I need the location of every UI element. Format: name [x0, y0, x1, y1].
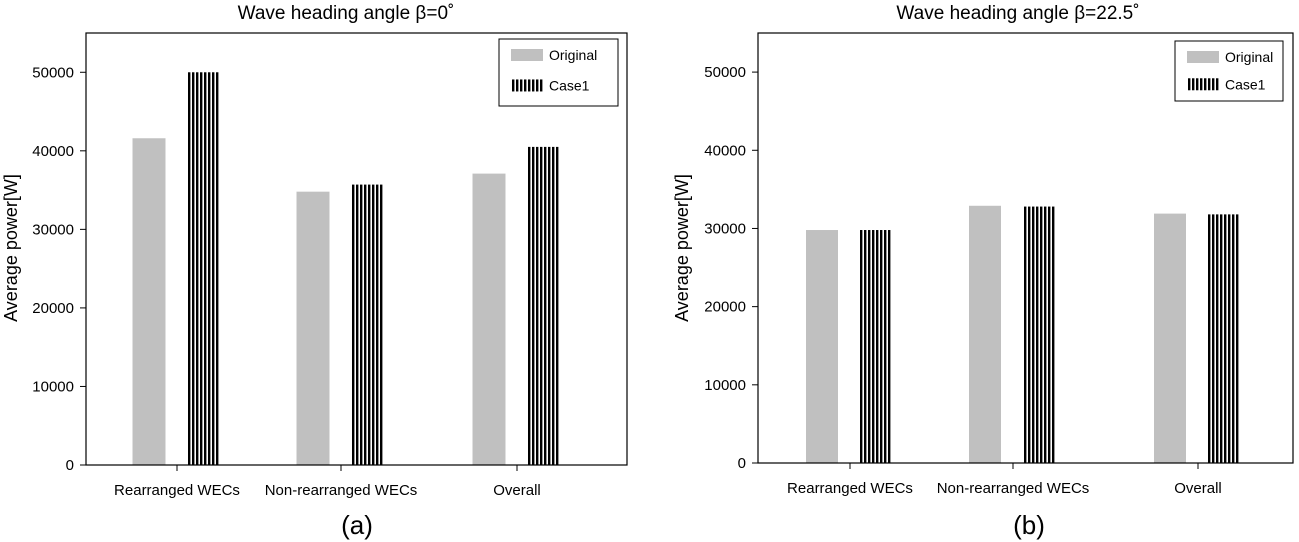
bar-original-1: [296, 191, 330, 466]
y-tick-label: 50000: [32, 64, 74, 81]
x-tick-label: Overall: [1174, 480, 1222, 497]
x-tick-label: Overall: [493, 482, 541, 499]
bars: [806, 205, 1240, 464]
bar-case1-1: [1023, 206, 1055, 463]
y-tick-label: 50000: [704, 64, 746, 81]
panel-label: (b): [1013, 510, 1045, 540]
bars: [132, 72, 560, 466]
y-tick-labels: 0 10000 20000 30000 40000 50000: [32, 64, 86, 474]
y-tick-labels: 0 10000 20000 30000 40000 50000: [704, 64, 758, 472]
legend: Original Case1: [1174, 40, 1284, 102]
chart-title: Wave heading angle β=0˚: [238, 3, 455, 24]
bar-original-2: [1154, 213, 1186, 463]
chart-title: Wave heading angle β=22.5˚: [896, 3, 1139, 24]
category-labels: Rearranged WECs Non-rearranged WECs Overal…: [787, 463, 1222, 497]
y-axis-label: Average power[W]: [1, 174, 21, 322]
y-tick-label: 10000: [704, 377, 746, 394]
plot-frame: [85, 32, 628, 466]
legend-label-original: Original: [1225, 49, 1273, 65]
legend-swatch-case1: [1187, 78, 1219, 91]
legend-box: [498, 38, 619, 107]
legend-swatch-case1: [511, 79, 543, 92]
legend-label-original: Original: [549, 47, 597, 63]
bar-case1-0: [186, 72, 220, 465]
y-tick-label: 40000: [704, 142, 746, 159]
legend-label-case1: Case1: [549, 77, 590, 93]
chart-panel-a: Wave heading angle β=0˚ Average power[W]…: [1, 3, 628, 540]
y-tick-label: 0: [66, 457, 74, 474]
x-tick-label: Rearranged WECs: [114, 482, 240, 499]
plot-frame: [757, 32, 1294, 464]
legend-swatch-original: [511, 49, 543, 61]
bar-original-0: [132, 138, 166, 465]
x-tick-label: Non-rearranged WECs: [265, 482, 418, 499]
chart-panel-b: Wave heading angle β=22.5˚ Average power…: [672, 3, 1294, 540]
y-tick-label: 20000: [704, 299, 746, 316]
legend: Original Case1: [498, 38, 619, 107]
category-labels: Rearranged WECs Non-rearranged WECs Overal…: [114, 465, 541, 499]
y-tick-label: 40000: [32, 143, 74, 160]
legend-label-case1: Case1: [1225, 76, 1266, 92]
bar-case1-2: [1208, 214, 1240, 463]
legend-swatch-original: [1187, 51, 1219, 63]
bar-original-1: [969, 205, 1001, 464]
bar-case1-0: [860, 230, 892, 463]
x-tick-label: Rearranged WECs: [787, 480, 913, 497]
bar-original-0: [806, 230, 838, 463]
x-tick-label: Non-rearranged WECs: [937, 480, 1090, 497]
y-tick-label: 20000: [32, 300, 74, 317]
y-tick-label: 30000: [32, 221, 74, 238]
y-tick-label: 10000: [32, 378, 74, 395]
bar-original-2: [472, 173, 506, 465]
bar-case1-2: [526, 146, 560, 465]
panel-label: (a): [341, 510, 373, 540]
y-tick-label: 0: [738, 455, 746, 472]
y-axis-label: Average power[W]: [672, 174, 692, 322]
bar-case1-1: [350, 184, 384, 466]
y-tick-label: 30000: [704, 220, 746, 237]
